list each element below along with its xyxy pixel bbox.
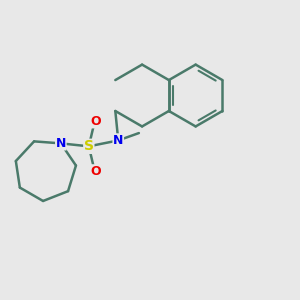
Text: O: O <box>91 165 101 178</box>
Text: O: O <box>91 115 101 128</box>
Text: S: S <box>84 139 94 153</box>
Text: N: N <box>56 137 66 150</box>
Text: N: N <box>113 134 123 147</box>
